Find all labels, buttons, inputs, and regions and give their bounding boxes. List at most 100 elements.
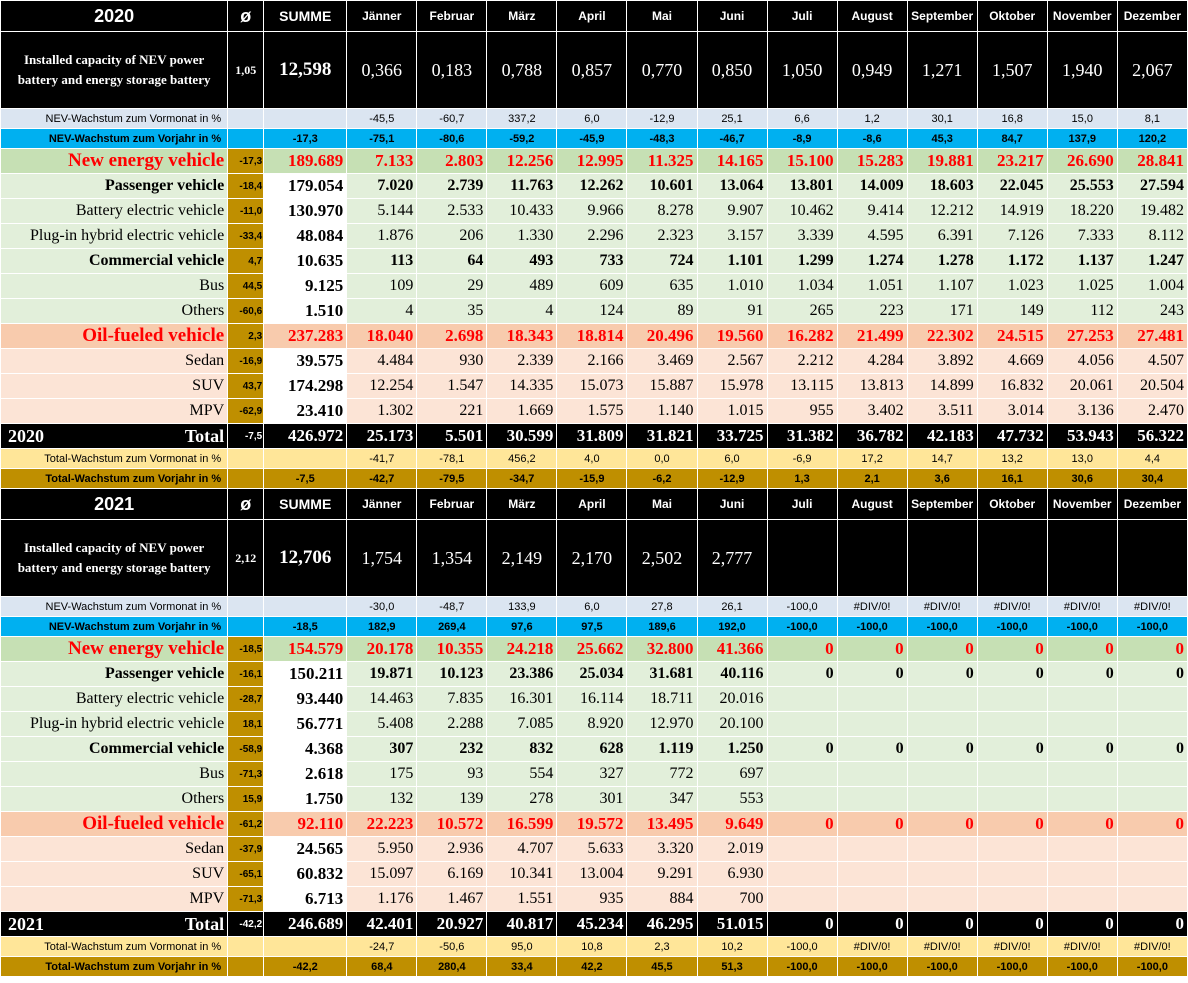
row-label[interactable]: MPV (0, 886, 229, 912)
month-cell[interactable] (906, 761, 978, 787)
month-cell[interactable]: 30,4 (1116, 468, 1188, 489)
sum-cell[interactable]: 2.618 (263, 761, 348, 787)
row-label[interactable]: Total-Wachstum zum Vormonat in % (0, 448, 229, 469)
month-cell[interactable]: 307 (346, 736, 418, 762)
month-cell[interactable]: 1,507 (976, 31, 1048, 109)
row-label[interactable]: Others (0, 298, 229, 324)
month-cell[interactable]: 2.288 (416, 711, 488, 737)
month-cell[interactable]: 21.499 (836, 323, 908, 349)
sum-cell[interactable]: 154.579 (263, 636, 348, 662)
row-label[interactable]: Total-Wachstum zum Vorjahr in % (0, 468, 229, 489)
month-cell[interactable]: -12,9 (626, 108, 698, 129)
month-cell[interactable]: 832 (486, 736, 558, 762)
month-cell[interactable]: 2.698 (416, 323, 488, 349)
month-cell[interactable]: 1.010 (696, 273, 768, 299)
avg-cell[interactable] (227, 448, 265, 469)
month-cell[interactable]: -48,7 (416, 596, 488, 617)
month-cell[interactable]: 10.123 (416, 661, 488, 687)
month-cell[interactable]: 0 (906, 736, 978, 762)
month-cell[interactable]: 19.572 (556, 811, 628, 837)
month-cell[interactable]: 4.284 (836, 348, 908, 374)
sum-cell[interactable]: 179.054 (263, 173, 348, 199)
month-cell[interactable]: 20.100 (696, 711, 768, 737)
month-cell[interactable]: 1.172 (976, 248, 1048, 274)
sum-cell[interactable]: 39.575 (263, 348, 348, 374)
sum-cell[interactable] (263, 936, 348, 957)
month-cell[interactable]: -100,0 (766, 596, 838, 617)
sum-cell[interactable]: 12,706 (263, 519, 348, 597)
month-cell[interactable]: 1.034 (766, 273, 838, 299)
sum-cell[interactable]: 12,598 (263, 31, 348, 109)
month-cell[interactable]: 10,2 (696, 936, 768, 957)
month-cell[interactable]: 6.391 (906, 223, 978, 249)
month-cell[interactable]: 243 (1116, 298, 1188, 324)
month-cell[interactable] (906, 686, 978, 712)
month-cell[interactable]: 28.841 (1116, 148, 1188, 174)
month-cell[interactable]: 1.299 (766, 248, 838, 274)
month-cell[interactable]: 1.278 (906, 248, 978, 274)
sum-cell[interactable]: 48.084 (263, 223, 348, 249)
month-cell[interactable]: 4,0 (556, 448, 628, 469)
sum-cell[interactable]: -17,3 (263, 128, 348, 149)
month-cell[interactable]: 7.333 (1046, 223, 1118, 249)
month-cell[interactable]: 1.137 (1046, 248, 1118, 274)
month-cell[interactable]: 4.595 (836, 223, 908, 249)
month-cell[interactable]: 26.690 (1046, 148, 1118, 174)
month-cell[interactable]: 18.603 (906, 173, 978, 199)
month-cell[interactable] (906, 519, 978, 597)
month-cell[interactable]: #DIV/0! (976, 936, 1048, 957)
month-cell[interactable]: 10.355 (416, 636, 488, 662)
avg-cell[interactable] (227, 956, 265, 977)
month-cell[interactable]: 232 (416, 736, 488, 762)
month-cell[interactable]: 13,2 (976, 448, 1048, 469)
month-cell[interactable]: -100,0 (976, 616, 1048, 637)
month-cell[interactable]: 20.927 (416, 911, 488, 937)
month-cell[interactable]: 3.402 (836, 398, 908, 424)
month-cell[interactable]: 10,8 (556, 936, 628, 957)
month-cell[interactable]: 18.343 (486, 323, 558, 349)
sum-cell[interactable]: 93.440 (263, 686, 348, 712)
month-cell[interactable]: 22.045 (976, 173, 1048, 199)
month-cell[interactable]: 25.662 (556, 636, 628, 662)
month-cell[interactable]: 13.115 (766, 373, 838, 399)
month-cell[interactable]: 12.254 (346, 373, 418, 399)
month-cell[interactable]: 1.669 (486, 398, 558, 424)
month-cell[interactable]: 45.234 (556, 911, 628, 937)
month-cell[interactable]: 221 (416, 398, 488, 424)
month-cell[interactable] (1046, 761, 1118, 787)
avg-cell[interactable]: -33,4 (227, 223, 265, 249)
month-cell[interactable]: 19.482 (1116, 198, 1188, 224)
month-cell[interactable]: 628 (556, 736, 628, 762)
month-cell[interactable]: 2.533 (416, 198, 488, 224)
month-cell[interactable]: 19.881 (906, 148, 978, 174)
month-cell[interactable] (976, 886, 1048, 912)
month-cell[interactable]: 84,7 (976, 128, 1048, 149)
sum-cell[interactable]: 189.689 (263, 148, 348, 174)
month-cell[interactable]: 2,3 (626, 936, 698, 957)
month-cell[interactable]: 635 (626, 273, 698, 299)
month-cell[interactable]: 6,0 (556, 596, 628, 617)
month-cell[interactable]: -78,1 (416, 448, 488, 469)
month-cell[interactable]: 935 (556, 886, 628, 912)
avg-header[interactable]: ø (227, 0, 265, 32)
month-cell[interactable] (906, 711, 978, 737)
month-cell[interactable]: 51.015 (696, 911, 768, 937)
month-cell[interactable]: 33.725 (696, 423, 768, 449)
month-cell[interactable]: 64 (416, 248, 488, 274)
month-cell[interactable]: 18.040 (346, 323, 418, 349)
month-header[interactable]: Dezember (1116, 488, 1188, 520)
month-cell[interactable]: 18.220 (1046, 198, 1118, 224)
month-cell[interactable]: 13.813 (836, 373, 908, 399)
month-cell[interactable]: -100,0 (1046, 616, 1118, 637)
month-cell[interactable]: -100,0 (766, 616, 838, 637)
month-cell[interactable]: #DIV/0! (1116, 936, 1188, 957)
month-cell[interactable] (1116, 886, 1188, 912)
month-cell[interactable]: 2.166 (556, 348, 628, 374)
month-cell[interactable]: #DIV/0! (1046, 596, 1118, 617)
month-cell[interactable]: 7.835 (416, 686, 488, 712)
avg-cell[interactable] (227, 468, 265, 489)
month-header[interactable]: Dezember (1116, 0, 1188, 32)
month-cell[interactable]: -100,0 (836, 616, 908, 637)
month-cell[interactable]: 327 (556, 761, 628, 787)
month-cell[interactable]: 26,1 (696, 596, 768, 617)
